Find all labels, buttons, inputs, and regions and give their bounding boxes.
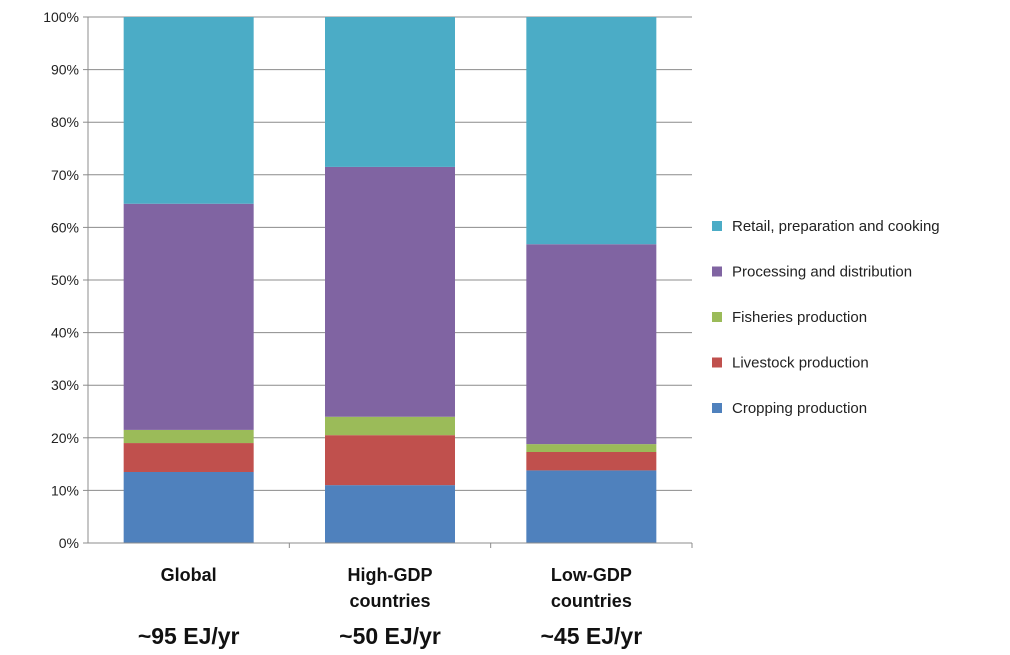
x-category-label: Low-GDP — [551, 565, 632, 585]
legend-swatch — [712, 266, 722, 277]
legend-swatch — [712, 312, 722, 322]
legend: Retail, preparation and cooking Processin… — [712, 218, 940, 417]
legend-label: Livestock production — [732, 355, 869, 372]
x-category-label: countries — [349, 591, 430, 611]
bar-segment-retail-preparation-and-cooking-2 — [526, 17, 657, 245]
y-tick-labels: 0% 10% 20% 30% 40% 50% 60% 70% 80% 90% 100% — [43, 9, 79, 551]
x-category-label: High-GDP — [348, 565, 433, 585]
bar-segment-livestock-production-0 — [123, 443, 254, 472]
bar-segment-retail-preparation-and-cooking-0 — [123, 17, 254, 204]
bar-segment-processing-and-distribution-2 — [526, 244, 657, 445]
y-tick-label: 10% — [51, 482, 79, 498]
legend-swatch — [712, 357, 722, 368]
energy-total-label: ~95 EJ/yr — [138, 623, 240, 649]
y-tick-label: 50% — [51, 272, 79, 288]
y-tick-label: 60% — [51, 219, 79, 235]
bar-segment-processing-and-distribution-1 — [325, 166, 455, 417]
y-tick-label: 20% — [51, 430, 79, 446]
energy-total-label: ~45 EJ/yr — [540, 623, 642, 649]
legend-label: Processing and distribution — [732, 264, 912, 281]
y-tick-label: 70% — [51, 167, 79, 183]
bar-segment-processing-and-distribution-0 — [123, 203, 254, 430]
y-tick-label: 80% — [51, 114, 79, 130]
x-category-labels: Global ~95 EJ/yr High-GDP countries ~50 EJ/y… — [138, 565, 642, 649]
bar-segment-retail-preparation-and-cooking-1 — [325, 17, 455, 167]
bar-segment-cropping-production-2 — [526, 470, 657, 543]
y-tick-label: 30% — [51, 377, 79, 393]
bar-segment-fisheries-production-0 — [123, 429, 254, 444]
legend-label: Cropping production — [732, 400, 867, 417]
y-tick-label: 90% — [51, 62, 79, 78]
bar-segment-fisheries-production-2 — [526, 444, 657, 453]
legend-label: Retail, preparation and cooking — [732, 218, 940, 235]
y-tick-label: 40% — [51, 325, 79, 341]
bar-segment-fisheries-production-1 — [325, 416, 455, 436]
legend-label: Fisheries production — [732, 309, 867, 326]
legend-swatch — [712, 221, 722, 231]
bar-segment-cropping-production-1 — [325, 485, 455, 543]
x-category-label: countries — [551, 591, 632, 611]
energy-total-label: ~50 EJ/yr — [339, 623, 441, 649]
legend-swatch — [712, 403, 722, 413]
y-tick-label: 0% — [59, 535, 79, 551]
bar-segment-livestock-production-2 — [526, 452, 657, 471]
y-tick-label: 100% — [43, 9, 79, 25]
axes — [83, 16, 693, 548]
x-category-label: Global — [161, 565, 217, 585]
bars — [123, 17, 657, 543]
bar-segment-cropping-production-0 — [123, 471, 254, 543]
bar-segment-livestock-production-1 — [325, 435, 455, 486]
